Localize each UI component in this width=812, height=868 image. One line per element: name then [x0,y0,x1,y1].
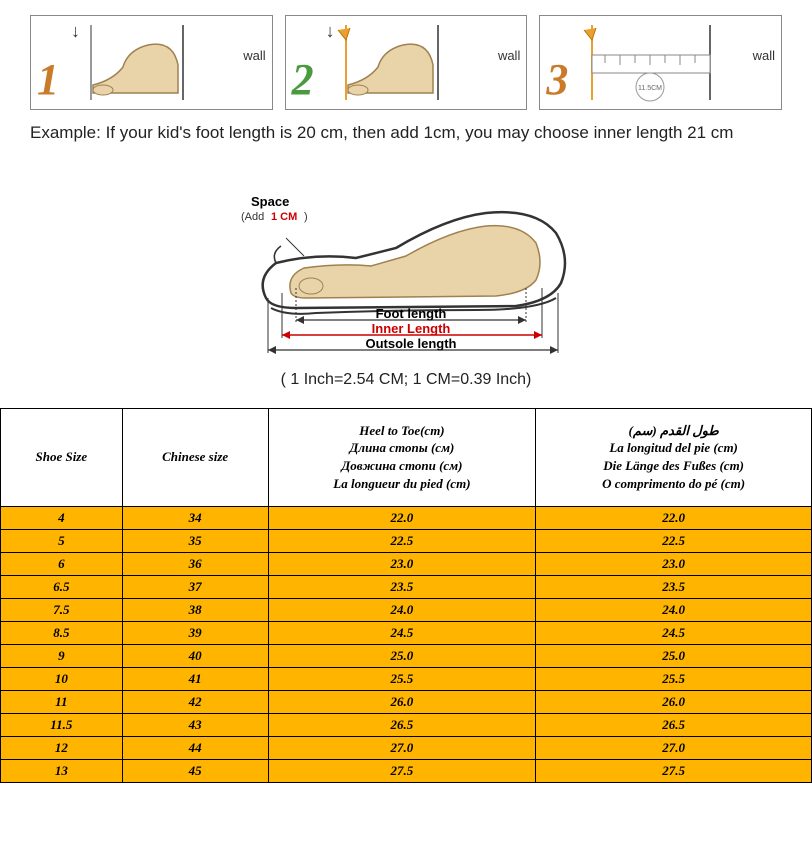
table-cell: 11 [1,690,123,713]
table-cell: 6.5 [1,575,123,598]
table-cell: 23.5 [536,575,812,598]
table-cell: 9 [1,644,123,667]
table-cell: 6 [1,552,123,575]
table-cell: 40 [122,644,268,667]
space-label: Space [251,194,289,209]
wall-label-1: wall [243,48,265,63]
wall-label-2: wall [498,48,520,63]
table-cell: 39 [122,621,268,644]
conversion-text: ( 1 Inch=2.54 CM; 1 CM=0.39 Inch) [30,371,782,389]
table-cell: 22.0 [536,506,812,529]
table-row: 94025.025.0 [1,644,812,667]
table-cell: 26.5 [268,713,536,736]
svg-text:1 CM: 1 CM [271,211,297,223]
table-cell: 25.5 [268,667,536,690]
table-cell: 24.5 [536,621,812,644]
table-cell: 24.5 [268,621,536,644]
table-cell: 42 [122,690,268,713]
table-cell: 12 [1,736,123,759]
table-cell: 25.0 [268,644,536,667]
table-row: 134527.527.5 [1,759,812,782]
foot-length-label: Foot length [376,306,447,321]
step-1-number: 1 [37,54,59,105]
table-cell: 26.0 [268,690,536,713]
table-row: 7.53824.024.0 [1,598,812,621]
table-cell: 5 [1,529,123,552]
space-sub-label: (Add [241,211,264,223]
table-cell: 22.5 [268,529,536,552]
foot-side-icon [328,25,458,105]
example-text: Example: If your kid's foot length is 20… [30,120,782,146]
table-cell: 25.0 [536,644,812,667]
table-cell: 27.5 [268,759,536,782]
header-heel-to-toe: Heel to Toe(cm) Длина стопы (см) Довжина… [268,408,536,506]
table-cell: 26.5 [536,713,812,736]
table-cell: 41 [122,667,268,690]
table-cell: 37 [122,575,268,598]
table-cell: 8.5 [1,621,123,644]
steps-row: ↓ 1 wall ↓ 2 wall [30,15,782,110]
header-chinese-size: Chinese size [122,408,268,506]
table-cell: 13 [1,759,123,782]
svg-text:): ) [304,211,308,223]
ruler-measurement: 11.5CM [638,85,662,92]
foot-side-icon [73,25,203,105]
table-row: 43422.022.0 [1,506,812,529]
step-2-number: 2 [292,54,314,105]
table-cell: 26.0 [536,690,812,713]
table-cell: 35 [122,529,268,552]
step-1-box: ↓ 1 wall [30,15,273,110]
table-cell: 22.0 [268,506,536,529]
table-row: 11.54326.526.5 [1,713,812,736]
step-2-box: ↓ 2 wall [285,15,528,110]
table-cell: 4 [1,506,123,529]
table-row: 6.53723.523.5 [1,575,812,598]
inner-length-label: Inner Length [372,321,451,336]
table-cell: 25.5 [536,667,812,690]
wall-label-3: wall [753,48,775,63]
table-cell: 24.0 [268,598,536,621]
table-row: 114226.026.0 [1,690,812,713]
header-foot-length-multi: (طول القدم (سم La longitud del pie (cm) … [536,408,812,506]
ruler-icon: 11.5CM [580,25,730,105]
table-row: 53522.522.5 [1,529,812,552]
table-cell: 7.5 [1,598,123,621]
shoe-diagram: Space (Add 1 CM ) Foot length Inner Leng… [30,158,782,363]
table-cell: 27.0 [536,736,812,759]
table-cell: 38 [122,598,268,621]
step-3-number: 3 [546,54,568,105]
table-cell: 23.0 [268,552,536,575]
table-cell: 22.5 [536,529,812,552]
measurement-guide: ↓ 1 wall ↓ 2 wall [0,0,812,408]
table-cell: 44 [122,736,268,759]
table-body: 43422.022.053522.522.563623.023.06.53723… [1,506,812,782]
table-cell: 27.5 [536,759,812,782]
header-shoe-size: Shoe Size [1,408,123,506]
size-chart-table: Shoe Size Chinese size Heel to Toe(cm) Д… [0,408,812,783]
table-cell: 27.0 [268,736,536,759]
table-cell: 23.5 [268,575,536,598]
table-row: 124427.027.0 [1,736,812,759]
shoe-cross-section-icon: Space (Add 1 CM ) Foot length Inner Leng… [196,158,616,358]
table-cell: 11.5 [1,713,123,736]
table-cell: 45 [122,759,268,782]
table-row: 8.53924.524.5 [1,621,812,644]
table-cell: 34 [122,506,268,529]
table-header-row: Shoe Size Chinese size Heel to Toe(cm) Д… [1,408,812,506]
outsole-length-label: Outsole length [366,336,457,351]
step-3-box: 11.5CM 3 wall [539,15,782,110]
table-cell: 10 [1,667,123,690]
table-cell: 23.0 [536,552,812,575]
table-cell: 24.0 [536,598,812,621]
table-row: 104125.525.5 [1,667,812,690]
table-row: 63623.023.0 [1,552,812,575]
table-cell: 43 [122,713,268,736]
table-cell: 36 [122,552,268,575]
